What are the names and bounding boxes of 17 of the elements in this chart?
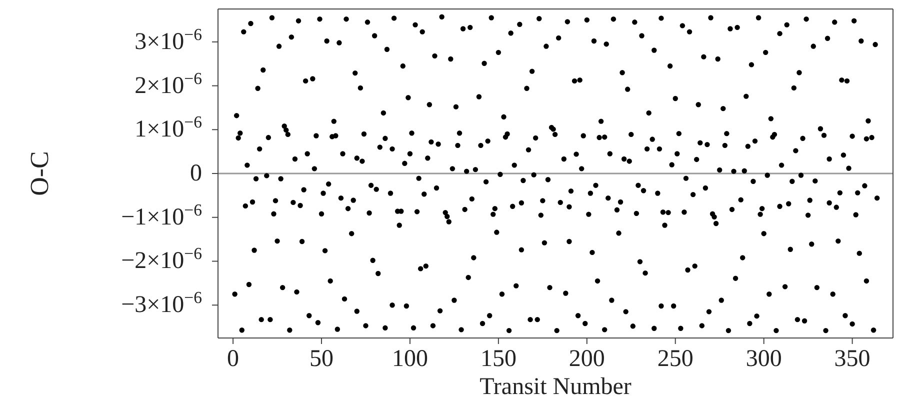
x-tick-label: 150 xyxy=(480,346,516,372)
y-tick-label: 1×10$^{−6}$ xyxy=(134,112,202,143)
x-tick-label: 250 xyxy=(657,346,694,372)
y-axis-title: O-C xyxy=(25,151,54,196)
y-tick-label: 2×10$^{−6}$ xyxy=(134,68,202,99)
x-tick-label: 300 xyxy=(746,346,782,372)
x-tick-label: 350 xyxy=(834,346,870,372)
x-tick-label: 100 xyxy=(392,346,428,372)
y-tick-label: −1×10$^{−6}$ xyxy=(121,200,202,230)
x-tick-label: 50 xyxy=(310,346,334,372)
x-tick-label: 0 xyxy=(227,346,240,372)
y-tick-label: −2×10$^{−6}$ xyxy=(121,244,202,274)
y-tick-label: 0 xyxy=(190,160,202,186)
x-axis-title: Transit Number xyxy=(480,374,632,400)
x-tick-label: 200 xyxy=(568,346,605,372)
y-tick-label: −3×10$^{−6}$ xyxy=(121,288,202,318)
y-tick-label: 3×10$^{−6}$ xyxy=(134,24,202,55)
